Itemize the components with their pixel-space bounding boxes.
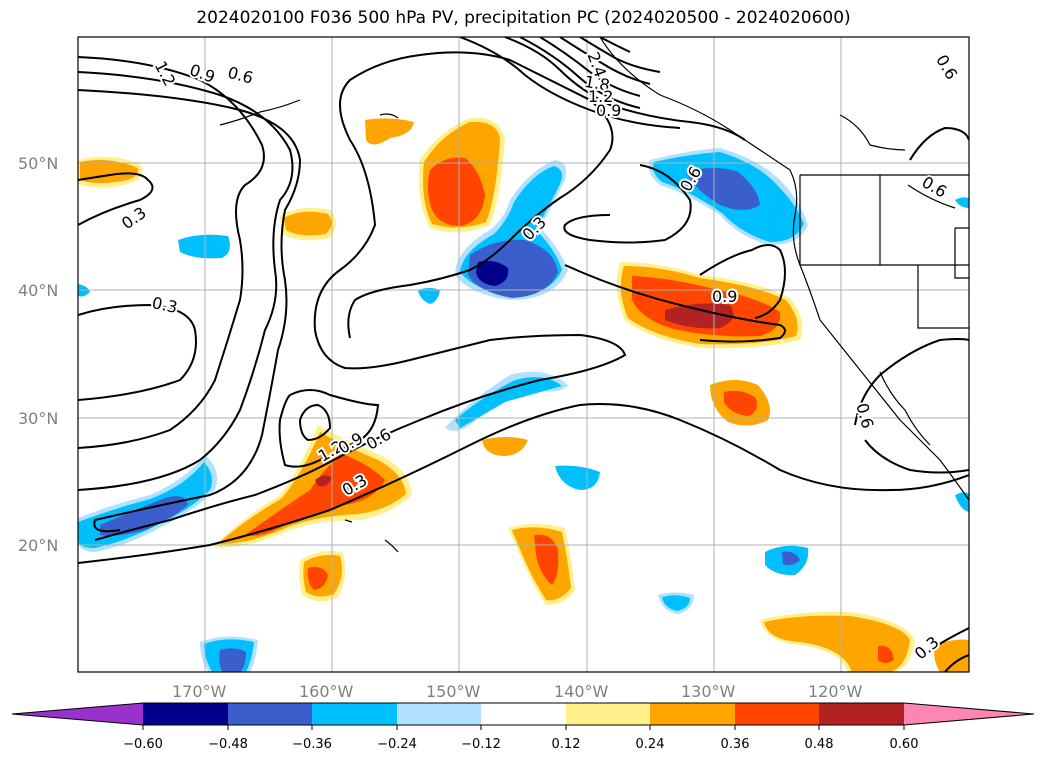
neg-anomaly-blob	[782, 551, 800, 566]
pos-anomaly-blob	[724, 390, 757, 416]
colorbar-segment	[735, 703, 819, 725]
pv-contours	[78, 37, 969, 672]
lat-label: 50°N	[18, 154, 58, 173]
neg-anomaly-blob	[100, 496, 188, 536]
pos-anomaly-blob	[307, 566, 328, 590]
neg-anomaly-blob	[555, 465, 600, 490]
colorbar-extend-min	[12, 703, 143, 725]
colorbar-tick-label: 0.48	[805, 737, 834, 752]
pos-anomaly-blob	[665, 303, 734, 329]
pos-anomaly-blob	[245, 455, 385, 536]
contour-label: 1.2	[588, 87, 613, 106]
colorbar-segment	[819, 703, 904, 725]
coastlines	[219, 37, 969, 553]
precip-shading	[78, 117, 969, 672]
lon-label: 130°W	[681, 682, 736, 701]
lat-label: 40°N	[18, 281, 58, 300]
colorbar-tick-label: −0.36	[292, 737, 332, 752]
lon-label: 150°W	[426, 682, 481, 701]
graticule	[78, 37, 969, 672]
neg-anomaly-blob	[418, 288, 440, 304]
neg-anomaly-blob	[955, 492, 969, 512]
neg-anomaly-blob	[686, 168, 760, 210]
neg-anomaly-blob	[178, 234, 230, 259]
lat-label: 30°N	[18, 409, 58, 428]
lon-label: 140°W	[554, 682, 609, 701]
pos-anomaly-blob	[934, 639, 969, 672]
neg-anomaly-blob	[455, 377, 562, 428]
longitude-labels: 170°W 160°W 150°W 140°W 130°W 120°W	[172, 682, 863, 701]
neg-anomaly-blob	[955, 197, 969, 208]
colorbar-tick-label: −0.48	[208, 737, 248, 752]
colorbar-tick-label: 0.24	[636, 737, 665, 752]
colorbar-segment	[481, 703, 566, 725]
lon-label: 120°W	[808, 682, 863, 701]
colorbar-segment	[312, 703, 397, 725]
colorbar: −0.60 −0.48 −0.36 −0.24 −0.12 0.12 0.24 …	[11, 702, 1035, 752]
pos-anomaly-blob	[534, 534, 559, 585]
colorbar-tick-label: −0.12	[461, 737, 501, 752]
colorbar-segment	[143, 703, 228, 725]
pos-anomaly-blob	[764, 615, 910, 672]
colorbar-tick-label: −0.24	[377, 737, 417, 752]
map-frame	[77, 36, 970, 673]
neg-anomaly-blob	[476, 260, 509, 286]
neg-anomaly-blob	[219, 648, 246, 672]
pos-anomaly-blob	[482, 437, 528, 456]
pos-anomaly-blob	[365, 118, 414, 145]
colorbar-tick-label: −0.60	[123, 737, 163, 752]
contour-label: 0.9	[596, 101, 621, 120]
lon-label: 160°W	[299, 682, 354, 701]
lon-label: 170°W	[172, 682, 227, 701]
colorbar-tick-label: 0.60	[890, 737, 919, 752]
pos-anomaly-blob	[284, 211, 332, 236]
pos-anomaly-blob	[315, 475, 332, 487]
colorbar-segment	[228, 703, 312, 725]
colorbar-tick-label: 0.36	[721, 737, 750, 752]
map-title: 2024020100 F036 500 hPa PV, precipitatio…	[196, 8, 851, 28]
colorbar-extend-max	[904, 703, 1034, 725]
neg-anomaly-blob	[662, 595, 690, 611]
latitude-labels: 50°N 40°N 30°N 20°N	[18, 154, 58, 555]
pos-anomaly-blob	[427, 157, 485, 226]
colorbar-segment	[566, 703, 650, 725]
map-area: 1.2 0.9 0.6 0.3 0.3 0.3 2.4 1.8 1.2 0.9 …	[78, 37, 969, 672]
colorbar-segment	[650, 703, 735, 725]
colorbar-tick-label: 0.12	[552, 737, 581, 752]
lat-label: 20°N	[18, 536, 58, 555]
contour-label: 0.9	[712, 287, 737, 306]
colorbar-segment	[397, 703, 481, 725]
pos-anomaly-blob	[878, 645, 894, 663]
